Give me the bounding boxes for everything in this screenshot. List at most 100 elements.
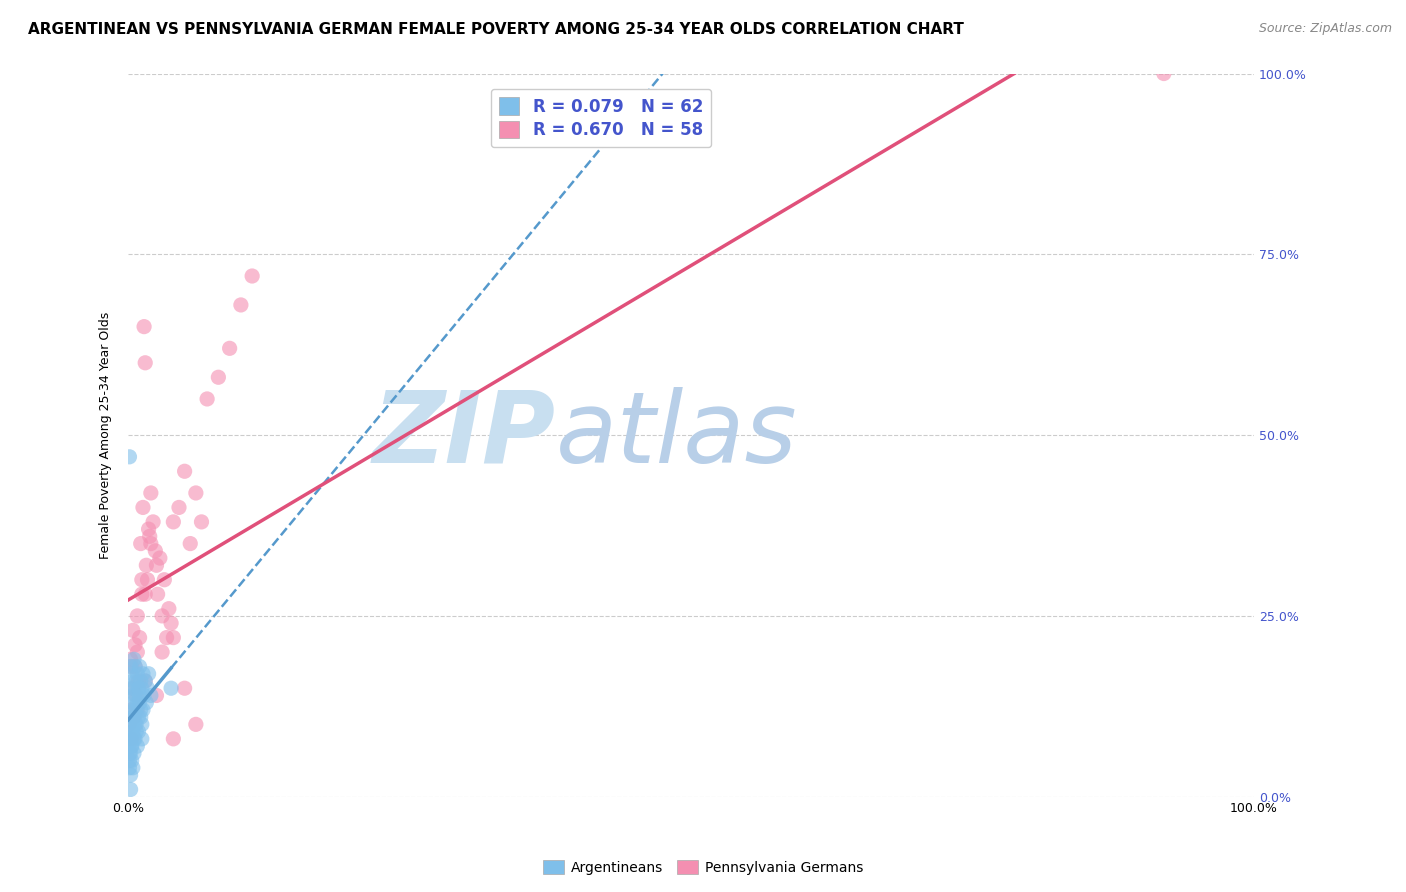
Point (132, 703, 155, 717)
Point (218, 342, 240, 356)
Point (120, 768, 142, 782)
Point (160, 616, 183, 631)
Y-axis label: Female Poverty Among 25-34 Year Olds: Female Poverty Among 25-34 Year Olds (100, 311, 112, 558)
Point (125, 717, 148, 731)
Point (118, 450, 141, 464)
Point (121, 624, 143, 638)
Point (167, 500, 190, 515)
Point (118, 703, 141, 717)
Legend: Argentineans, Pennsylvania Germans: Argentineans, Pennsylvania Germans (537, 855, 869, 880)
Point (149, 551, 172, 566)
Point (136, 681, 159, 696)
Point (162, 731, 184, 746)
Point (129, 703, 152, 717)
Point (132, 319, 155, 334)
Point (120, 747, 142, 761)
Point (138, 666, 160, 681)
Point (139, 689, 162, 703)
Point (160, 681, 183, 696)
Point (122, 731, 145, 746)
Point (153, 573, 176, 587)
Point (131, 731, 153, 746)
Point (122, 703, 145, 717)
Point (150, 645, 173, 659)
Point (121, 696, 143, 710)
Point (127, 703, 149, 717)
Point (150, 608, 173, 623)
Point (121, 659, 143, 673)
Point (127, 608, 149, 623)
Point (122, 681, 145, 696)
Point (145, 689, 167, 703)
Point (121, 666, 143, 681)
Point (121, 689, 143, 703)
Point (138, 522, 160, 536)
Point (229, 298, 252, 312)
Point (135, 696, 157, 710)
Point (124, 659, 146, 673)
Point (128, 659, 150, 673)
Point (127, 739, 149, 753)
Point (129, 536, 152, 550)
Point (125, 724, 148, 739)
Point (134, 673, 156, 688)
Point (124, 731, 146, 746)
Point (121, 731, 143, 746)
Point (207, 370, 229, 384)
Point (127, 673, 149, 688)
Point (128, 696, 150, 710)
Point (124, 638, 146, 652)
Point (121, 673, 143, 688)
Point (190, 515, 212, 529)
Point (136, 573, 159, 587)
Point (132, 689, 155, 703)
Point (240, 268, 263, 283)
Point (120, 703, 142, 717)
Point (118, 761, 141, 775)
Point (139, 486, 162, 500)
Point (138, 529, 160, 543)
Point (173, 464, 195, 478)
Legend: R = 0.079   N = 62, R = 0.670   N = 58: R = 0.079 N = 62, R = 0.670 N = 58 (491, 89, 711, 147)
Point (134, 673, 156, 688)
Point (121, 761, 143, 775)
Point (120, 717, 142, 731)
Point (121, 739, 143, 753)
Point (129, 673, 152, 688)
Point (125, 673, 148, 688)
Point (129, 710, 152, 724)
Point (124, 717, 146, 731)
Point (128, 631, 150, 645)
Point (120, 681, 142, 696)
Point (131, 573, 153, 587)
Point (179, 536, 201, 550)
Point (127, 681, 149, 696)
Point (184, 717, 207, 731)
Point (118, 717, 141, 731)
Point (155, 631, 177, 645)
Point (124, 659, 146, 673)
Point (128, 689, 150, 703)
Point (134, 356, 156, 370)
Point (135, 558, 157, 573)
Point (184, 486, 207, 500)
Point (120, 652, 142, 666)
Point (131, 717, 153, 731)
Point (125, 689, 148, 703)
Text: atlas: atlas (555, 386, 797, 483)
Point (121, 739, 143, 753)
Point (139, 536, 162, 550)
Point (162, 515, 184, 529)
Point (131, 587, 153, 601)
Point (134, 587, 156, 601)
Point (132, 500, 155, 515)
Point (162, 631, 184, 645)
Point (127, 710, 149, 724)
Text: ARGENTINEAN VS PENNSYLVANIA GERMAN FEMALE POVERTY AMONG 25-34 YEAR OLDS CORRELAT: ARGENTINEAN VS PENNSYLVANIA GERMAN FEMAL… (28, 22, 965, 37)
Point (122, 710, 145, 724)
Point (124, 689, 146, 703)
Text: Source: ZipAtlas.com: Source: ZipAtlas.com (1258, 22, 1392, 36)
Point (121, 754, 143, 768)
Point (131, 681, 153, 696)
Point (173, 681, 195, 696)
